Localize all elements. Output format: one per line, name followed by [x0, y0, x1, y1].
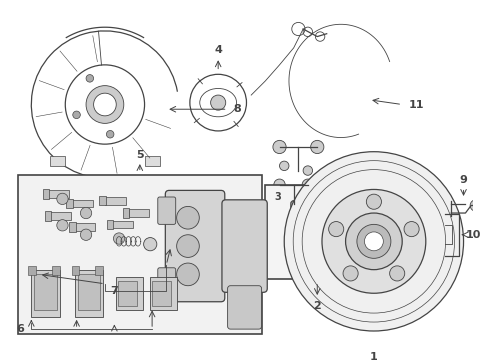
Text: 5: 5: [136, 149, 144, 159]
Text: 11: 11: [409, 99, 424, 109]
Bar: [52, 266, 60, 275]
Circle shape: [211, 95, 226, 110]
Circle shape: [144, 238, 157, 251]
Bar: [74, 224, 96, 231]
Circle shape: [274, 179, 285, 190]
Text: 10: 10: [466, 230, 481, 240]
Bar: [50, 156, 65, 166]
Text: 4: 4: [214, 45, 222, 55]
Bar: [72, 266, 79, 275]
Circle shape: [357, 224, 391, 258]
Bar: [116, 277, 143, 310]
Circle shape: [311, 140, 324, 154]
Circle shape: [80, 207, 92, 219]
Circle shape: [299, 247, 311, 258]
Circle shape: [314, 225, 327, 239]
Bar: [128, 209, 149, 217]
Circle shape: [94, 93, 116, 116]
Text: 2: 2: [314, 301, 321, 311]
Bar: [77, 274, 100, 310]
Circle shape: [86, 75, 94, 82]
Circle shape: [404, 221, 419, 237]
FancyBboxPatch shape: [228, 286, 262, 329]
Circle shape: [367, 194, 381, 209]
Circle shape: [106, 130, 114, 138]
Circle shape: [330, 206, 341, 217]
Circle shape: [73, 111, 80, 118]
Bar: [31, 270, 60, 317]
FancyBboxPatch shape: [158, 197, 176, 224]
Text: 7: 7: [110, 286, 118, 296]
Circle shape: [57, 220, 68, 231]
Circle shape: [80, 229, 92, 240]
Circle shape: [86, 86, 124, 123]
Bar: [105, 197, 126, 204]
Circle shape: [284, 152, 464, 331]
Text: 9: 9: [460, 175, 467, 185]
Circle shape: [470, 200, 482, 211]
Circle shape: [177, 206, 199, 229]
Circle shape: [57, 193, 68, 204]
Bar: [28, 266, 36, 275]
Bar: [99, 196, 106, 206]
Bar: [107, 220, 113, 229]
Bar: [72, 200, 93, 207]
Circle shape: [299, 206, 311, 217]
Circle shape: [365, 232, 383, 251]
Circle shape: [177, 235, 199, 257]
Circle shape: [330, 247, 341, 258]
Bar: [45, 211, 51, 221]
Bar: [74, 270, 103, 317]
Text: 3: 3: [274, 192, 281, 202]
Bar: [96, 266, 103, 275]
Bar: [266, 185, 369, 279]
Bar: [152, 281, 171, 306]
Circle shape: [302, 179, 314, 190]
Bar: [118, 281, 137, 306]
Text: 8: 8: [233, 104, 241, 114]
FancyBboxPatch shape: [291, 201, 349, 263]
Circle shape: [343, 266, 358, 281]
Bar: [150, 277, 177, 310]
Bar: [69, 222, 75, 232]
Circle shape: [177, 263, 199, 286]
Bar: [49, 190, 69, 198]
Bar: [113, 221, 133, 228]
Circle shape: [329, 221, 344, 237]
Circle shape: [113, 233, 125, 244]
Circle shape: [303, 166, 313, 175]
Bar: [18, 175, 262, 334]
Circle shape: [307, 219, 333, 245]
Circle shape: [322, 189, 426, 293]
FancyBboxPatch shape: [158, 268, 176, 295]
Bar: [145, 156, 160, 166]
Bar: [123, 208, 129, 218]
FancyBboxPatch shape: [222, 200, 267, 292]
FancyBboxPatch shape: [165, 190, 225, 302]
Text: 6: 6: [16, 324, 24, 334]
Circle shape: [390, 266, 405, 281]
Bar: [66, 199, 73, 208]
Circle shape: [279, 161, 289, 171]
Circle shape: [345, 213, 402, 270]
Text: 1: 1: [370, 352, 378, 360]
Bar: [43, 189, 49, 199]
Bar: [50, 212, 71, 220]
Bar: [34, 274, 57, 310]
Circle shape: [273, 140, 286, 154]
